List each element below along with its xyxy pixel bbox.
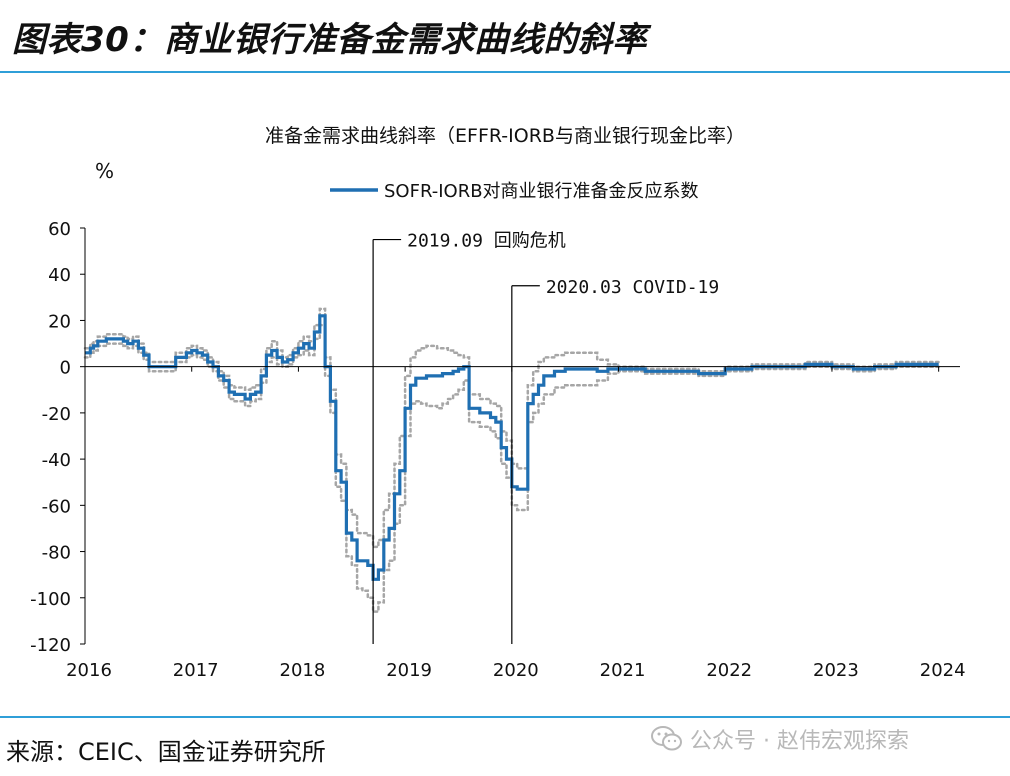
watermark-text: 公众号 · 赵伟宏观探索	[690, 729, 909, 754]
y-tick-label: 60	[48, 219, 71, 240]
y-tick-label: 20	[48, 311, 71, 332]
title-rule	[0, 71, 1010, 73]
y-tick-label: -120	[30, 635, 71, 656]
annotations: 2019.09 回购危机 2020.03 COVID-19	[372, 231, 719, 644]
y-tick-label: -20	[42, 404, 71, 425]
event-marker-label: 2020.03 COVID-19	[546, 277, 719, 298]
reserve-demand-slope-chart: 准备金需求曲线斜率（EFFR-IORB与商业银行现金比率） % SOFR-IOR…	[30, 125, 965, 681]
x-tick-label: 2021	[600, 660, 646, 681]
x-tick-label: 2020	[493, 660, 539, 681]
figure-title: 图表30：商业银行准备金需求曲线的斜率	[12, 20, 647, 60]
x-tick-label: 2018	[280, 660, 326, 681]
legend-label: SOFR-IORB对商业银行准备金反应系数	[384, 181, 699, 202]
y-axis-unit: %	[95, 159, 114, 183]
y-tick-label: -40	[42, 450, 71, 471]
x-tick-label: 2019	[386, 660, 432, 681]
y-tick-label: 40	[48, 265, 71, 286]
series-line-0	[85, 314, 939, 581]
y-tick-label: -100	[30, 589, 71, 610]
y-tick-label: 0	[60, 358, 71, 379]
x-tick-label: 2016	[66, 660, 112, 681]
x-tick-label: 2024	[920, 660, 966, 681]
chart-title: 准备金需求曲线斜率（EFFR-IORB与商业银行现金比率）	[265, 125, 745, 147]
footer-rule	[0, 716, 1010, 718]
y-tick-label: -60	[42, 496, 71, 517]
event-marker-label: 2019.09 回购危机	[407, 231, 566, 252]
watermark: 公众号 · 赵伟宏观探索	[650, 724, 909, 754]
x-tick-label: 2023	[813, 660, 859, 681]
legend: SOFR-IORB对商业银行准备金反应系数	[330, 181, 699, 202]
wechat-icon	[651, 726, 682, 751]
series-layer	[85, 314, 939, 581]
y-tick-label: -80	[42, 543, 71, 564]
x-tick-label: 2017	[173, 660, 219, 681]
x-tick-label: 2022	[706, 660, 752, 681]
axes: 60 40 20 0 -20 -40 -60 -80 -100 -120 2016 2017 2018 2…	[30, 219, 965, 681]
source-note: 来源：CEIC、国金证券研究所	[6, 738, 326, 766]
series-lower-band	[83, 323, 940, 613]
